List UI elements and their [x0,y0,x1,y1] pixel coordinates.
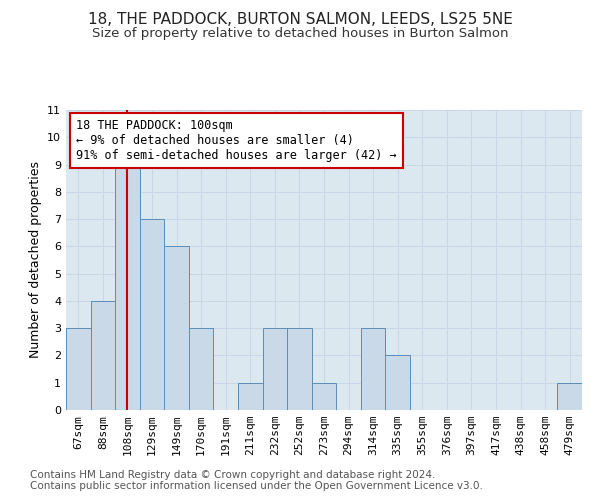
Bar [557,382,582,410]
Bar [312,382,336,410]
Bar [238,382,263,410]
Bar [263,328,287,410]
Text: Contains public sector information licensed under the Open Government Licence v3: Contains public sector information licen… [30,481,483,491]
Bar [91,301,115,410]
Bar [361,328,385,410]
Text: 18, THE PADDOCK, BURTON SALMON, LEEDS, LS25 5NE: 18, THE PADDOCK, BURTON SALMON, LEEDS, L… [88,12,512,28]
Bar [140,219,164,410]
Text: Size of property relative to detached houses in Burton Salmon: Size of property relative to detached ho… [92,28,508,40]
Text: 18 THE PADDOCK: 100sqm
← 9% of detached houses are smaller (4)
91% of semi-detac: 18 THE PADDOCK: 100sqm ← 9% of detached … [76,119,397,162]
Bar [115,164,140,410]
Text: Contains HM Land Registry data © Crown copyright and database right 2024.: Contains HM Land Registry data © Crown c… [30,470,436,480]
Y-axis label: Number of detached properties: Number of detached properties [29,162,41,358]
Bar [385,356,410,410]
Bar [164,246,189,410]
Bar [66,328,91,410]
Bar [287,328,312,410]
Bar [189,328,214,410]
